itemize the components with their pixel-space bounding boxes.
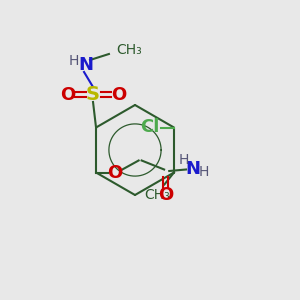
Text: O: O — [60, 85, 75, 103]
Text: O: O — [111, 85, 126, 103]
Text: Cl: Cl — [140, 118, 160, 136]
Text: S: S — [86, 85, 100, 104]
Text: N: N — [78, 56, 93, 74]
Text: H: H — [199, 166, 209, 179]
Text: O: O — [107, 164, 122, 181]
Text: O: O — [158, 186, 173, 204]
Text: H: H — [69, 54, 79, 68]
Text: CH₃: CH₃ — [116, 43, 142, 56]
Text: CH₃: CH₃ — [145, 188, 170, 202]
Text: H: H — [179, 153, 189, 167]
Text: N: N — [185, 160, 200, 178]
